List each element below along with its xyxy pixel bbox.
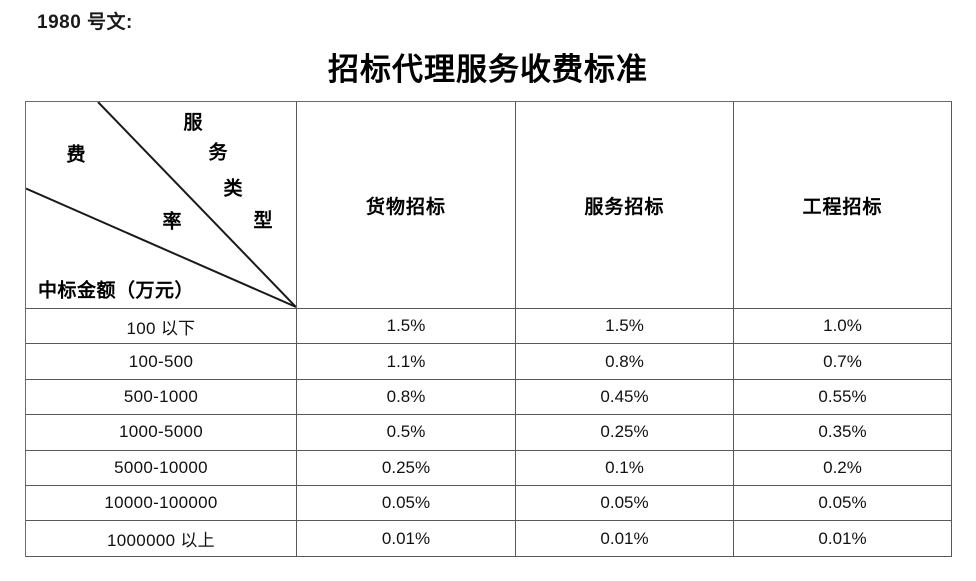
rate-cell-engineering: 1.0% bbox=[734, 309, 952, 345]
corner-service-type-char: 服 bbox=[183, 112, 203, 134]
rate-cell-services: 0.25% bbox=[516, 415, 734, 451]
column-header-services: 服务招标 bbox=[516, 102, 734, 309]
rate-cell-services: 0.45% bbox=[516, 379, 734, 416]
rate-cell-goods: 0.25% bbox=[297, 450, 516, 486]
amount-range-cell: 500-1000 bbox=[26, 379, 297, 416]
table-corner-cell: 服 务 类 型 费 率 中标金额（万元） bbox=[26, 102, 297, 309]
rate-cell-engineering: 0.01% bbox=[734, 521, 952, 557]
corner-fee-rate-char: 率 bbox=[162, 211, 182, 233]
rate-cell-services: 1.5% bbox=[516, 309, 734, 345]
column-header-goods: 货物招标 bbox=[297, 102, 516, 309]
rate-cell-goods: 0.01% bbox=[297, 521, 516, 557]
rate-cell-engineering: 0.2% bbox=[734, 450, 952, 486]
page-title: 招标代理服务收费标准 bbox=[328, 52, 648, 87]
diagonal-divider-lines bbox=[26, 102, 296, 308]
rate-cell-engineering: 0.05% bbox=[734, 485, 952, 522]
amount-range-cell: 1000000 以上 bbox=[26, 521, 297, 557]
amount-range-cell: 10000-100000 bbox=[26, 485, 297, 522]
rate-cell-goods: 1.5% bbox=[297, 309, 516, 345]
corner-service-type-char: 类 bbox=[223, 178, 243, 200]
rate-cell-engineering: 0.35% bbox=[734, 415, 952, 451]
amount-range-cell: 1000-5000 bbox=[26, 415, 297, 451]
column-header-engineering: 工程招标 bbox=[734, 102, 952, 309]
fee-table: 服 务 类 型 费 率 中标金额（万元） 货物招标 服务招标 工程招标 100 … bbox=[25, 101, 952, 557]
amount-range-cell: 5000-10000 bbox=[26, 450, 297, 486]
amount-range-cell: 100 以下 bbox=[26, 309, 297, 345]
rate-cell-goods: 0.8% bbox=[297, 379, 516, 416]
rate-cell-goods: 1.1% bbox=[297, 344, 516, 380]
rate-cell-goods: 0.5% bbox=[297, 415, 516, 451]
rate-cell-services: 0.05% bbox=[516, 485, 734, 522]
rate-cell-services: 0.8% bbox=[516, 344, 734, 380]
corner-fee-rate-char: 费 bbox=[66, 144, 86, 166]
rate-cell-engineering: 0.7% bbox=[734, 344, 952, 380]
rate-cell-services: 0.01% bbox=[516, 521, 734, 557]
corner-service-type-char: 型 bbox=[253, 210, 273, 232]
corner-service-type-char: 务 bbox=[208, 142, 228, 164]
rate-cell-services: 0.1% bbox=[516, 450, 734, 486]
rate-cell-engineering: 0.55% bbox=[734, 379, 952, 416]
rate-cell-goods: 0.05% bbox=[297, 485, 516, 522]
corner-amount-label: 中标金额（万元） bbox=[38, 280, 195, 302]
amount-range-cell: 100-500 bbox=[26, 344, 297, 380]
doc-ref-label: 1980 号文: bbox=[37, 12, 133, 33]
